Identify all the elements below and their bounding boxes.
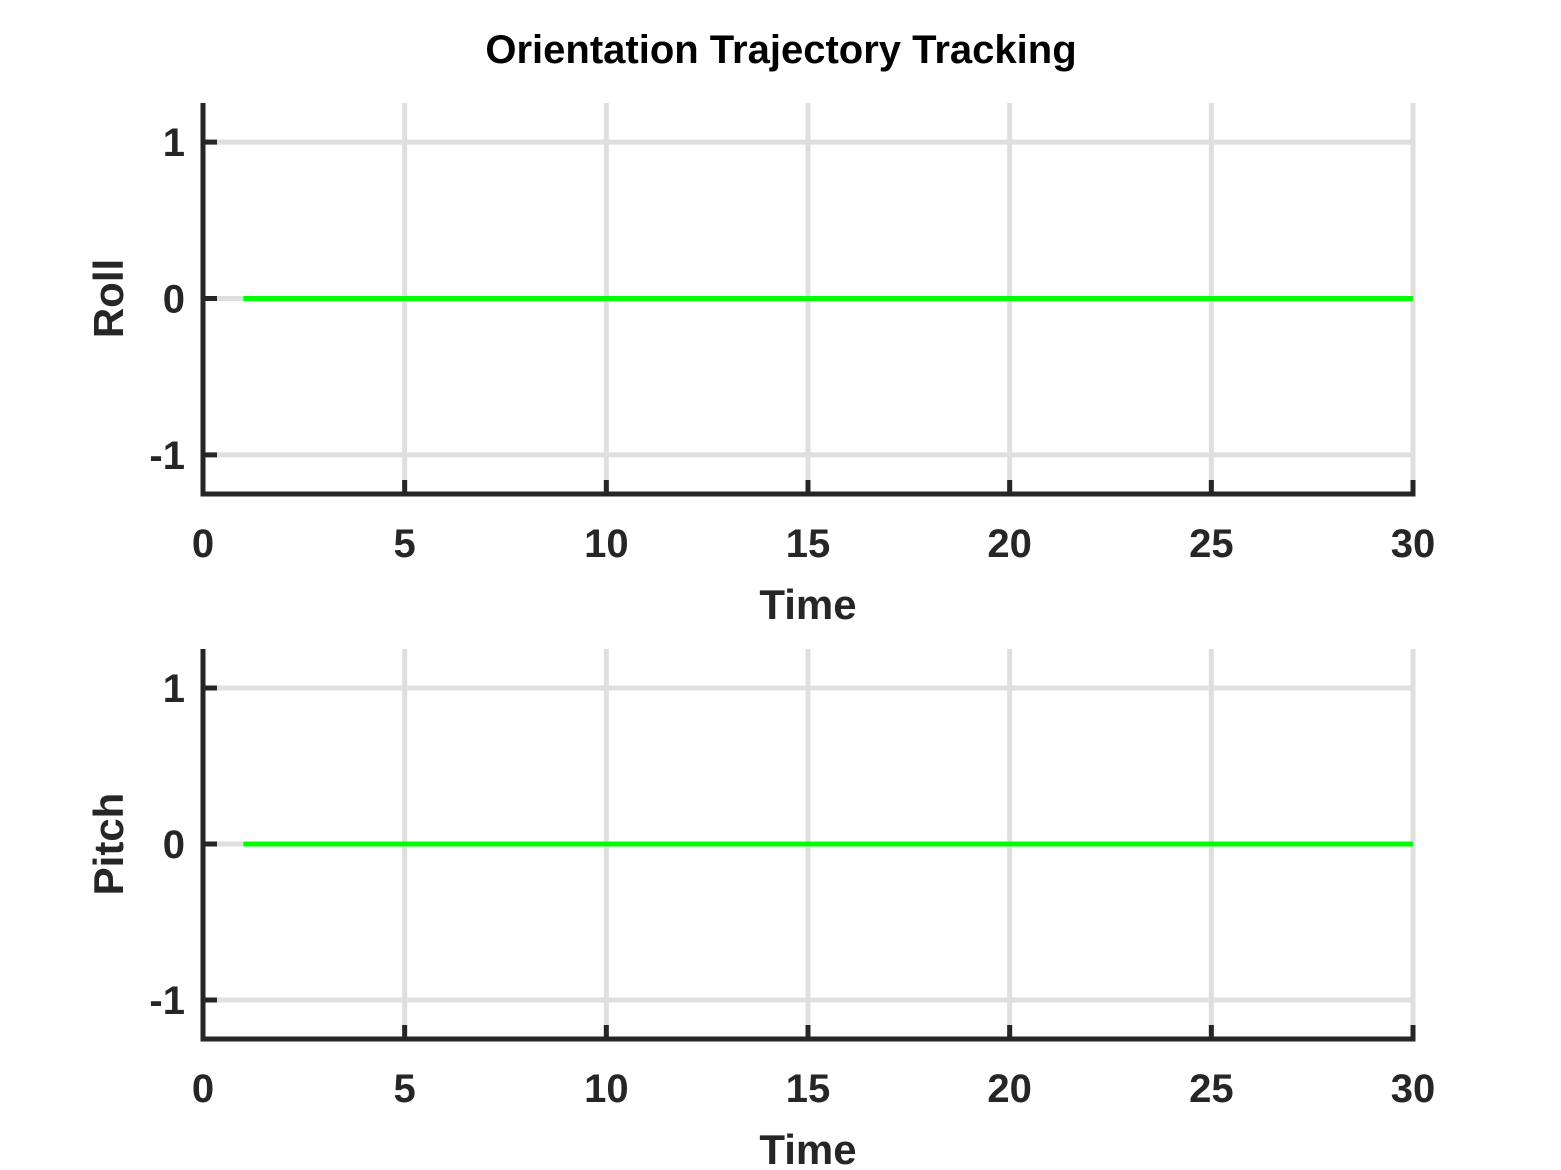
x-tick-label: 30 — [1391, 1067, 1436, 1111]
x-tick-label: 5 — [394, 522, 416, 566]
y-tick-label: 0 — [163, 823, 185, 867]
x-tick-label: 25 — [1189, 1067, 1234, 1111]
x-tick-label: 30 — [1391, 522, 1436, 566]
x-tick-label: 0 — [192, 1067, 214, 1111]
y-tick-label: 1 — [163, 121, 185, 165]
x-tick-label: 10 — [584, 522, 629, 566]
y-axis-label: Roll — [85, 259, 132, 338]
y-tick-label: -1 — [149, 434, 185, 478]
x-tick-label: 5 — [394, 1067, 416, 1111]
x-tick-label: 0 — [192, 522, 214, 566]
x-tick-label: 10 — [584, 1067, 629, 1111]
x-tick-label: 20 — [987, 1067, 1032, 1111]
x-tick-label: 20 — [987, 522, 1032, 566]
y-axis-label: Pitch — [85, 793, 132, 896]
x-tick-label: 15 — [786, 522, 831, 566]
y-tick-label: 0 — [163, 278, 185, 322]
x-axis-label: Time — [759, 1126, 856, 1170]
y-tick-label: 1 — [163, 667, 185, 711]
y-tick-label: -1 — [149, 979, 185, 1023]
x-tick-label: 25 — [1189, 522, 1234, 566]
x-tick-label: 15 — [786, 1067, 831, 1111]
x-axis-label: Time — [759, 581, 856, 628]
chart-title: Orientation Trajectory Tracking — [485, 28, 1076, 72]
